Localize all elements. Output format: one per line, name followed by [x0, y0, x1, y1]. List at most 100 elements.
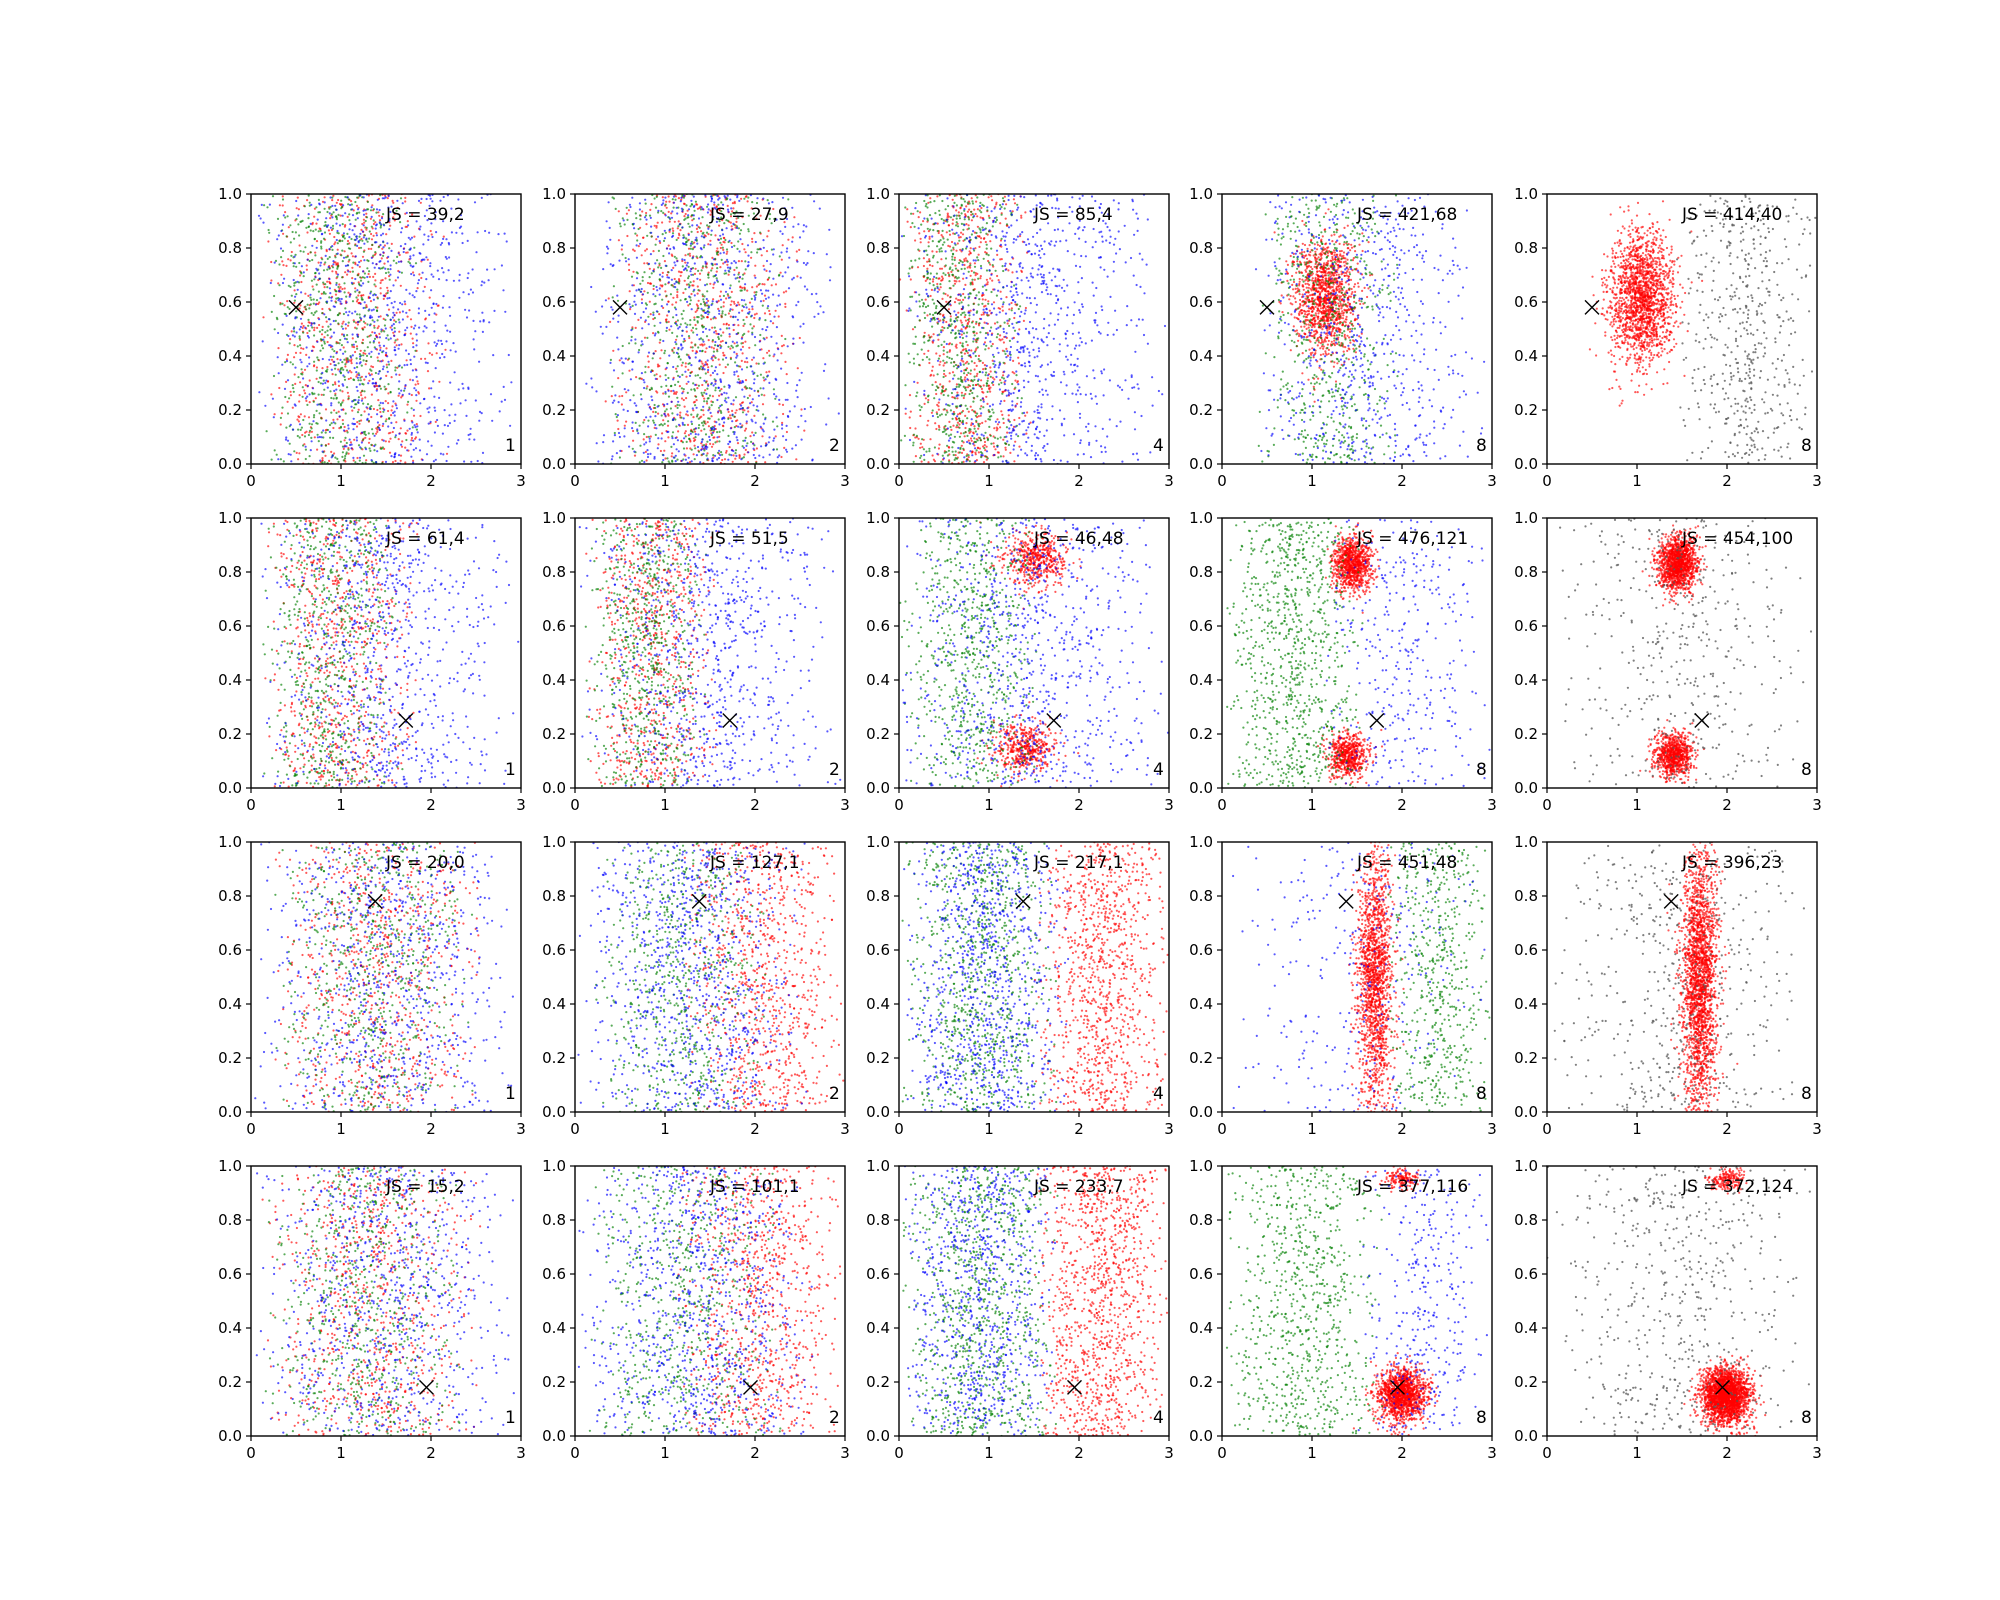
data-point: [481, 311, 484, 314]
data-point: [704, 260, 707, 263]
data-point: [304, 457, 307, 461]
data-point: [404, 461, 407, 464]
data-point: [400, 231, 403, 234]
data-point: [670, 455, 673, 458]
data-point: [733, 432, 736, 436]
data-point: [372, 254, 375, 257]
data-point: [318, 211, 321, 214]
data-point: [700, 365, 703, 368]
data-point: [715, 300, 718, 303]
data-point: [379, 243, 382, 247]
data-point: [734, 411, 737, 414]
data-point: [642, 378, 645, 382]
data-point: [289, 394, 292, 397]
data-point: [957, 298, 960, 302]
data-point: [929, 197, 932, 200]
data-point: [377, 267, 381, 270]
data-point: [674, 436, 677, 440]
data-point: [647, 435, 650, 438]
data-point: [449, 330, 452, 333]
data-point: [374, 224, 378, 227]
data-point: [909, 226, 912, 229]
data-point: [668, 216, 671, 219]
data-point: [683, 437, 686, 440]
data-point: [963, 378, 966, 381]
data-point: [947, 308, 951, 311]
data-point: [436, 269, 439, 272]
data-point: [642, 451, 645, 454]
data-point: [264, 404, 267, 407]
data-point: [308, 429, 312, 432]
data-point: [279, 303, 282, 306]
data-point: [492, 354, 495, 357]
data-point: [659, 338, 662, 341]
data-point: [284, 438, 288, 441]
data-point: [672, 195, 676, 198]
data-point: [753, 378, 756, 381]
data-point: [683, 337, 686, 341]
data-point: [378, 208, 381, 212]
data-point: [717, 337, 721, 341]
data-point: [675, 351, 679, 354]
data-point: [671, 460, 674, 463]
data-point: [682, 194, 686, 197]
query-marker: [612, 299, 628, 315]
data-point: [685, 375, 688, 378]
data-point: [389, 326, 392, 329]
data-point: [329, 196, 332, 199]
data-point: [707, 276, 710, 279]
data-point: [955, 383, 959, 386]
data-point: [371, 377, 374, 381]
data-point: [802, 224, 806, 227]
data-point: [707, 384, 710, 387]
data-point: [336, 248, 339, 251]
data-point: [371, 365, 375, 369]
data-point: [356, 333, 359, 336]
data-point: [417, 312, 420, 315]
data-point: [314, 272, 317, 275]
data-point: [917, 437, 920, 440]
data-point: [689, 270, 692, 273]
data-point: [671, 331, 674, 334]
data-point: [281, 406, 284, 409]
data-point: [397, 252, 400, 255]
data-point: [691, 256, 695, 259]
data-point: [338, 415, 341, 418]
data-point: [704, 265, 707, 268]
data-point: [722, 425, 725, 428]
data-point: [317, 290, 320, 293]
data-point: [927, 419, 930, 422]
data-point: [661, 298, 664, 301]
data-point: [654, 411, 657, 414]
data-point: [359, 376, 362, 379]
data-point: [968, 250, 971, 253]
data-point: [356, 196, 359, 199]
data-point: [657, 437, 660, 440]
data-point: [929, 374, 932, 377]
data-point: [782, 412, 785, 416]
data-point: [392, 259, 395, 262]
data-point: [349, 203, 352, 207]
data-point: [329, 328, 332, 331]
data-point: [819, 305, 822, 308]
data-point: [626, 218, 629, 221]
data-point: [372, 222, 375, 226]
data-point: [732, 399, 735, 402]
data-point: [329, 323, 332, 326]
data-point: [320, 376, 323, 379]
data-point: [273, 328, 276, 331]
data-point: [649, 408, 653, 411]
data-point: [341, 401, 344, 404]
data-point: [316, 269, 319, 272]
data-point: [707, 273, 710, 276]
data-point: [438, 356, 442, 359]
data-point: [330, 456, 333, 459]
data-point: [347, 291, 350, 294]
data-point: [300, 265, 303, 268]
data-point: [298, 307, 301, 310]
data-point: [970, 197, 973, 200]
data-point: [725, 392, 728, 395]
data-point: [376, 430, 379, 433]
data-point: [341, 390, 344, 393]
data-point: [293, 403, 296, 406]
